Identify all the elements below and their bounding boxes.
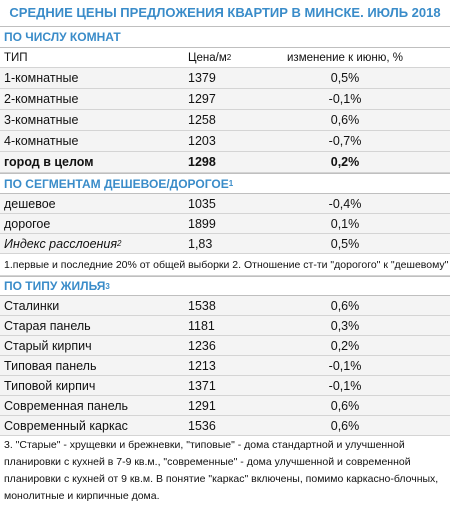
price-cell: 1,83 — [188, 236, 213, 251]
column-price: Цена/м 2 — [188, 48, 278, 67]
type-cell: Старый кирпич — [4, 338, 92, 353]
price-cell: 1258 — [188, 113, 216, 127]
price-cell: 1538 — [188, 298, 216, 313]
price-cell: 1236 — [188, 338, 216, 353]
section-heading: ПО ЧИСЛУ КОМНАТ — [0, 26, 450, 48]
change-cell: 0,5% — [330, 236, 360, 251]
column-type: ТИП — [4, 51, 28, 64]
price-cell: 1291 — [188, 398, 216, 413]
price-cell: 1899 — [188, 216, 216, 231]
change-cell: -0,1% — [328, 378, 362, 393]
change-cell: 0,6% — [330, 113, 360, 127]
change-cell: 0,3% — [330, 318, 360, 333]
change-cell: 0,6% — [330, 298, 360, 313]
heading-cell: ПО СЕГМЕНТАМ ДЕШЕВОЕ/ДОРОГОЕ 1 — [4, 174, 444, 193]
type-cell: дорогое — [4, 216, 51, 231]
column-change: изменение к июню, % — [287, 51, 403, 64]
change-cell: 0,2% — [330, 155, 360, 169]
type-cell: 4-комнатные — [4, 134, 79, 148]
price-cell: 1203 — [188, 134, 216, 148]
type-cell: 2-комнатные — [4, 92, 79, 106]
superscript: 1 — [228, 179, 234, 188]
index-label: Индекс расслоения 2 — [4, 234, 180, 253]
note-text: 1.первые и последние 20% от общей выборк… — [4, 258, 449, 271]
table-row: Типовая панель 1213 -0,1% — [0, 356, 450, 376]
title: СРЕДНИЕ ЦЕНЫ ПРЕДЛОЖЕНИЯ КВАРТИР В МИНСК… — [9, 5, 441, 20]
heading-text: ПО СЕГМЕНТАМ ДЕШЕВОЕ/ДОРОГОЕ — [4, 176, 229, 191]
table-row: 2-комнатные 1297 -0,1% — [0, 89, 450, 110]
column-price-text: Цена/м — [188, 51, 227, 64]
price-cell: 1536 — [188, 418, 216, 433]
change-cell: 0,1% — [330, 216, 360, 231]
table-row: Современный каркас 1536 0,6% — [0, 416, 450, 436]
table-row: дешевое 1035 -0,4% — [0, 194, 450, 214]
type-cell: 1-комнатные — [4, 71, 79, 85]
index-text: Индекс расслоения — [4, 236, 118, 251]
superscript: 3 — [105, 281, 110, 291]
footnote: 3. "Старые" - хрущевки и брежневки, "тип… — [0, 437, 450, 502]
footnote-text: 3. "Старые" - хрущевки и брежневки, "тип… — [4, 439, 439, 502]
type-cell: Типовой кирпич — [4, 378, 96, 393]
type-cell: город в целом — [4, 155, 94, 169]
change-cell: -0,4% — [328, 196, 362, 211]
table-row: Старая панель 1181 0,3% — [0, 316, 450, 336]
change-cell: -0,1% — [328, 92, 362, 106]
price-cell: 1371 — [188, 378, 216, 393]
superscript: 2 — [226, 53, 232, 62]
column-header: ТИП Цена/м 2 изменение к июню, % — [0, 48, 450, 68]
table-row: Современная панель 1291 0,6% — [0, 396, 450, 416]
table-row: 1-комнатные 1379 0,5% — [0, 68, 450, 89]
price-cell: 1213 — [188, 358, 216, 373]
type-cell: Сталинки — [4, 298, 60, 313]
type-cell: 3-комнатные — [4, 113, 79, 127]
price-cell: 1035 — [188, 196, 216, 211]
title-row: СРЕДНИЕ ЦЕНЫ ПРЕДЛОЖЕНИЯ КВАРТИР В МИНСК… — [0, 0, 450, 25]
price-cell: 1297 — [188, 92, 216, 106]
superscript: 2 — [117, 239, 122, 248]
price-cell: 1298 — [188, 155, 216, 169]
price-cell: 1379 — [188, 71, 216, 85]
section-heading: ПО ТИПУ ЖИЛЬЯ 3 — [0, 276, 450, 296]
type-cell: Современный каркас — [4, 418, 128, 433]
heading-cell: ПО ТИПУ ЖИЛЬЯ 3 — [4, 277, 444, 295]
table-row: Сталинки 1538 0,6% — [0, 296, 450, 316]
type-cell: Старая панель — [4, 318, 91, 333]
table-row: Старый кирпич 1236 0,2% — [0, 336, 450, 356]
heading-cell: ПО ЧИСЛУ КОМНАТ — [4, 27, 444, 47]
note-row: 1.первые и последние 20% от общей выборк… — [0, 254, 450, 276]
table-row: город в целом 1298 0,2% — [0, 152, 450, 173]
heading-text: ПО ЧИСЛУ КОМНАТ — [4, 30, 121, 44]
type-cell: дешевое — [4, 196, 56, 211]
type-cell: Типовая панель — [4, 358, 97, 373]
change-cell: 0,6% — [330, 418, 360, 433]
table-row: Типовой кирпич 1371 -0,1% — [0, 376, 450, 396]
price-cell: 1181 — [188, 318, 215, 333]
table-row: дорогое 1899 0,1% — [0, 214, 450, 234]
change-cell: -0,1% — [328, 358, 362, 373]
index-row: Индекс расслоения 2 1,83 0,5% — [0, 234, 450, 254]
change-cell: 0,5% — [330, 71, 360, 85]
change-cell: 0,2% — [330, 338, 360, 353]
heading-text: ПО ТИПУ ЖИЛЬЯ — [4, 279, 106, 293]
section-heading: ПО СЕГМЕНТАМ ДЕШЕВОЕ/ДОРОГОЕ 1 — [0, 173, 450, 194]
table-row: 3-комнатные 1258 0,6% — [0, 110, 450, 131]
type-cell: Современная панель — [4, 398, 129, 413]
change-cell: 0,6% — [330, 398, 360, 413]
table-row: 4-комнатные 1203 -0,7% — [0, 131, 450, 152]
change-cell: -0,7% — [328, 134, 362, 148]
